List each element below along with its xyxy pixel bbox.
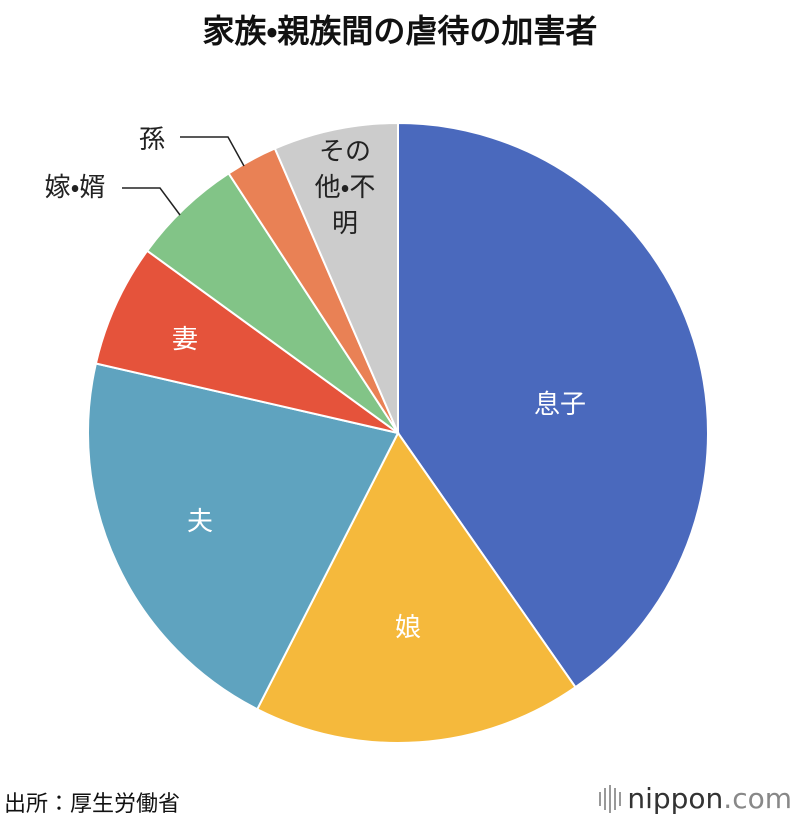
pie-slice (94, 249, 399, 434)
slice-label: 孫 (138, 125, 166, 155)
slice-label: 妻 (171, 325, 199, 355)
pie-slice (273, 121, 399, 434)
logo-domain: .com (723, 782, 792, 815)
logo-icon (599, 784, 622, 813)
chart-title: 家族・親族間の虐待の加害者 (202, 12, 598, 50)
logo-text: nippon (627, 782, 724, 815)
slice-label: 息子 (533, 390, 587, 420)
slice-label: 娘 (394, 613, 422, 643)
leader-line (122, 187, 181, 216)
pie-slice (255, 431, 577, 744)
slice-label: その他・不明 (314, 137, 376, 239)
pie-slice (397, 121, 709, 689)
source: 出所：厚生労働省 (4, 792, 181, 817)
pie-slice (87, 362, 400, 711)
logo: nippon.com (599, 782, 792, 815)
slice-label: 嫁・婿 (44, 173, 106, 203)
logo-name: nippon.com (627, 782, 792, 815)
slice-label: 夫 (186, 507, 214, 537)
leader-line (180, 136, 245, 167)
